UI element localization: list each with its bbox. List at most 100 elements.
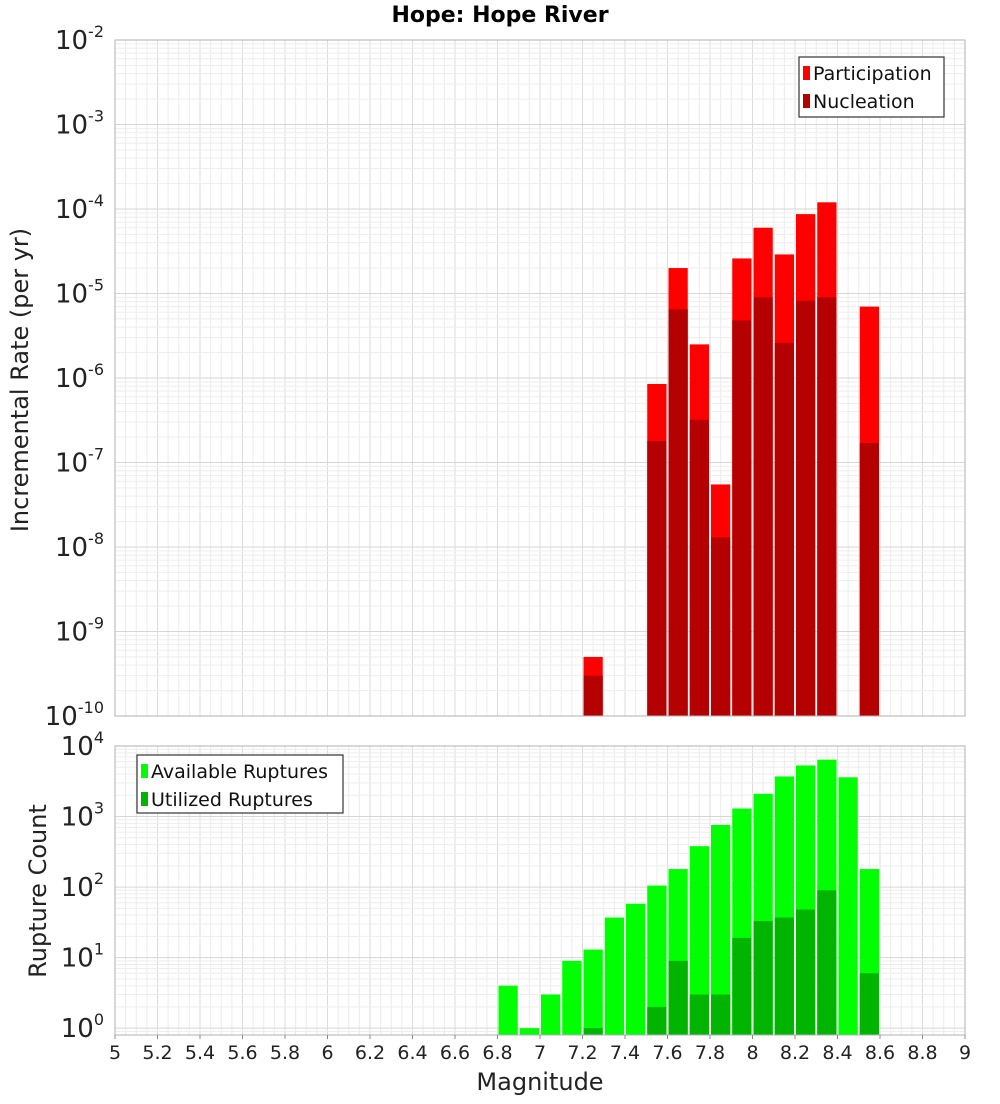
- bar-nucleation: [647, 440, 667, 716]
- legend-label: Utilized Ruptures: [151, 789, 313, 811]
- x-tick-label: 7.8: [695, 1042, 725, 1064]
- y-tick-exponent: -8: [88, 529, 104, 548]
- y-tick-exponent: -9: [88, 614, 104, 633]
- bar-available-ruptures: [711, 824, 731, 1035]
- bar-nucleation: [774, 342, 794, 716]
- bar-available-ruptures: [604, 917, 624, 1035]
- bar-nucleation: [583, 675, 603, 716]
- bar-available-ruptures: [562, 960, 582, 1035]
- bar-nucleation: [753, 297, 773, 716]
- y-tick-exponent: -10: [78, 698, 104, 717]
- bottom-y-axis-label: Rupture Count: [24, 804, 52, 978]
- bar-available-ruptures: [689, 846, 709, 1035]
- x-tick-label: 9: [959, 1042, 971, 1064]
- bar-utilized-ruptures: [668, 960, 688, 1035]
- y-tick-exponent: 4: [94, 728, 104, 747]
- bar-utilized-ruptures: [796, 909, 816, 1035]
- y-tick-exponent: 1: [94, 940, 104, 959]
- top-plot-panel: 10-1010-910-810-710-610-510-410-310-2Par…: [45, 22, 966, 732]
- x-tick-label: 5.4: [185, 1042, 215, 1064]
- y-tick-label: 10-9: [55, 614, 104, 648]
- bar-nucleation: [817, 297, 837, 716]
- y-tick-label: 100: [61, 1010, 104, 1044]
- y-tick-label: 10-2: [55, 22, 104, 56]
- x-tick-label: 5: [109, 1042, 121, 1064]
- y-tick-exponent: -2: [88, 22, 104, 41]
- y-tick-label: 103: [61, 799, 104, 833]
- legend-swatch: [803, 66, 810, 80]
- y-tick-base: 10: [61, 732, 94, 762]
- bar-utilized-ruptures: [859, 973, 879, 1035]
- y-tick-base: 10: [55, 26, 88, 56]
- y-tick-label: 10-4: [55, 191, 104, 225]
- x-tick-label: 5.8: [270, 1042, 300, 1064]
- chart-title: Hope: Hope River: [391, 3, 608, 28]
- y-tick-exponent: -7: [88, 445, 104, 464]
- y-tick-label: 101: [61, 940, 104, 974]
- legend-swatch: [141, 764, 148, 778]
- x-tick-label: 5.2: [142, 1042, 172, 1064]
- y-tick-exponent: 3: [94, 799, 104, 818]
- grid-lines: [114, 39, 966, 717]
- bar-utilized-ruptures: [732, 937, 752, 1035]
- x-tick-label: 6.6: [440, 1042, 470, 1064]
- legend-box: [136, 754, 344, 814]
- x-tick-label: 6: [321, 1042, 333, 1064]
- bar-available-ruptures: [838, 777, 858, 1035]
- top-y-axis-label: Incremental Rate (per yr): [6, 228, 34, 532]
- y-tick-base: 10: [55, 618, 88, 648]
- y-tick-label: 10-6: [55, 360, 104, 394]
- legend-label: Available Ruptures: [151, 761, 328, 783]
- y-tick-label: 102: [61, 869, 104, 903]
- x-tick-label: 8.6: [865, 1042, 895, 1064]
- x-tick-label: 7.4: [610, 1042, 640, 1064]
- y-tick-base: 10: [55, 111, 88, 141]
- bar-series-group: [583, 202, 879, 716]
- legend: Available Ruptures Utilized Ruptures: [136, 754, 344, 814]
- x-tick-label: 8.2: [780, 1042, 810, 1064]
- x-axis-label: Magnitude: [476, 1068, 603, 1096]
- legend-box: [798, 56, 945, 118]
- y-tick-exponent: 0: [94, 1010, 104, 1029]
- y-tick-label: 104: [61, 728, 104, 762]
- y-tick-base: 10: [45, 702, 78, 732]
- bar-nucleation: [796, 300, 816, 716]
- x-tick-label: 6.4: [397, 1042, 427, 1064]
- y-tick-label: 10-5: [55, 276, 104, 310]
- bar-utilized-ruptures: [647, 1006, 667, 1035]
- y-tick-label: 10-10: [45, 698, 104, 732]
- y-tick-base: 10: [61, 803, 94, 833]
- y-tick-base: 10: [55, 195, 88, 225]
- bar-utilized-ruptures: [753, 921, 773, 1035]
- legend-swatch: [803, 94, 810, 108]
- legend-label: Participation: [813, 63, 932, 85]
- y-tick-exponent: -5: [88, 276, 104, 295]
- plot-frame: [114, 39, 966, 717]
- bar-available-ruptures: [583, 949, 603, 1035]
- bar-available-ruptures: [498, 985, 518, 1035]
- y-tick-exponent: -3: [88, 107, 104, 126]
- y-tick-base: 10: [55, 449, 88, 479]
- bar-utilized-ruptures: [774, 917, 794, 1035]
- bar-nucleation: [689, 419, 709, 716]
- bar-series-group: [498, 759, 879, 1035]
- y-tick-base: 10: [61, 1014, 94, 1044]
- y-tick-exponent: -6: [88, 360, 104, 379]
- bar-utilized-ruptures: [711, 994, 731, 1035]
- bar-nucleation: [668, 309, 688, 716]
- y-tick-label: 10-8: [55, 529, 104, 563]
- x-tick-label: 7.2: [567, 1042, 597, 1064]
- legend-swatch: [141, 792, 148, 806]
- y-tick-base: 10: [61, 873, 94, 903]
- x-tick-label: 5.6: [227, 1042, 257, 1064]
- bar-nucleation: [859, 443, 879, 716]
- y-tick-base: 10: [61, 944, 94, 974]
- bar-available-ruptures: [519, 1028, 539, 1035]
- bar-available-ruptures: [626, 903, 646, 1035]
- y-tick-base: 10: [55, 280, 88, 310]
- y-tick-base: 10: [55, 533, 88, 563]
- x-tick-label: 6.2: [355, 1042, 385, 1064]
